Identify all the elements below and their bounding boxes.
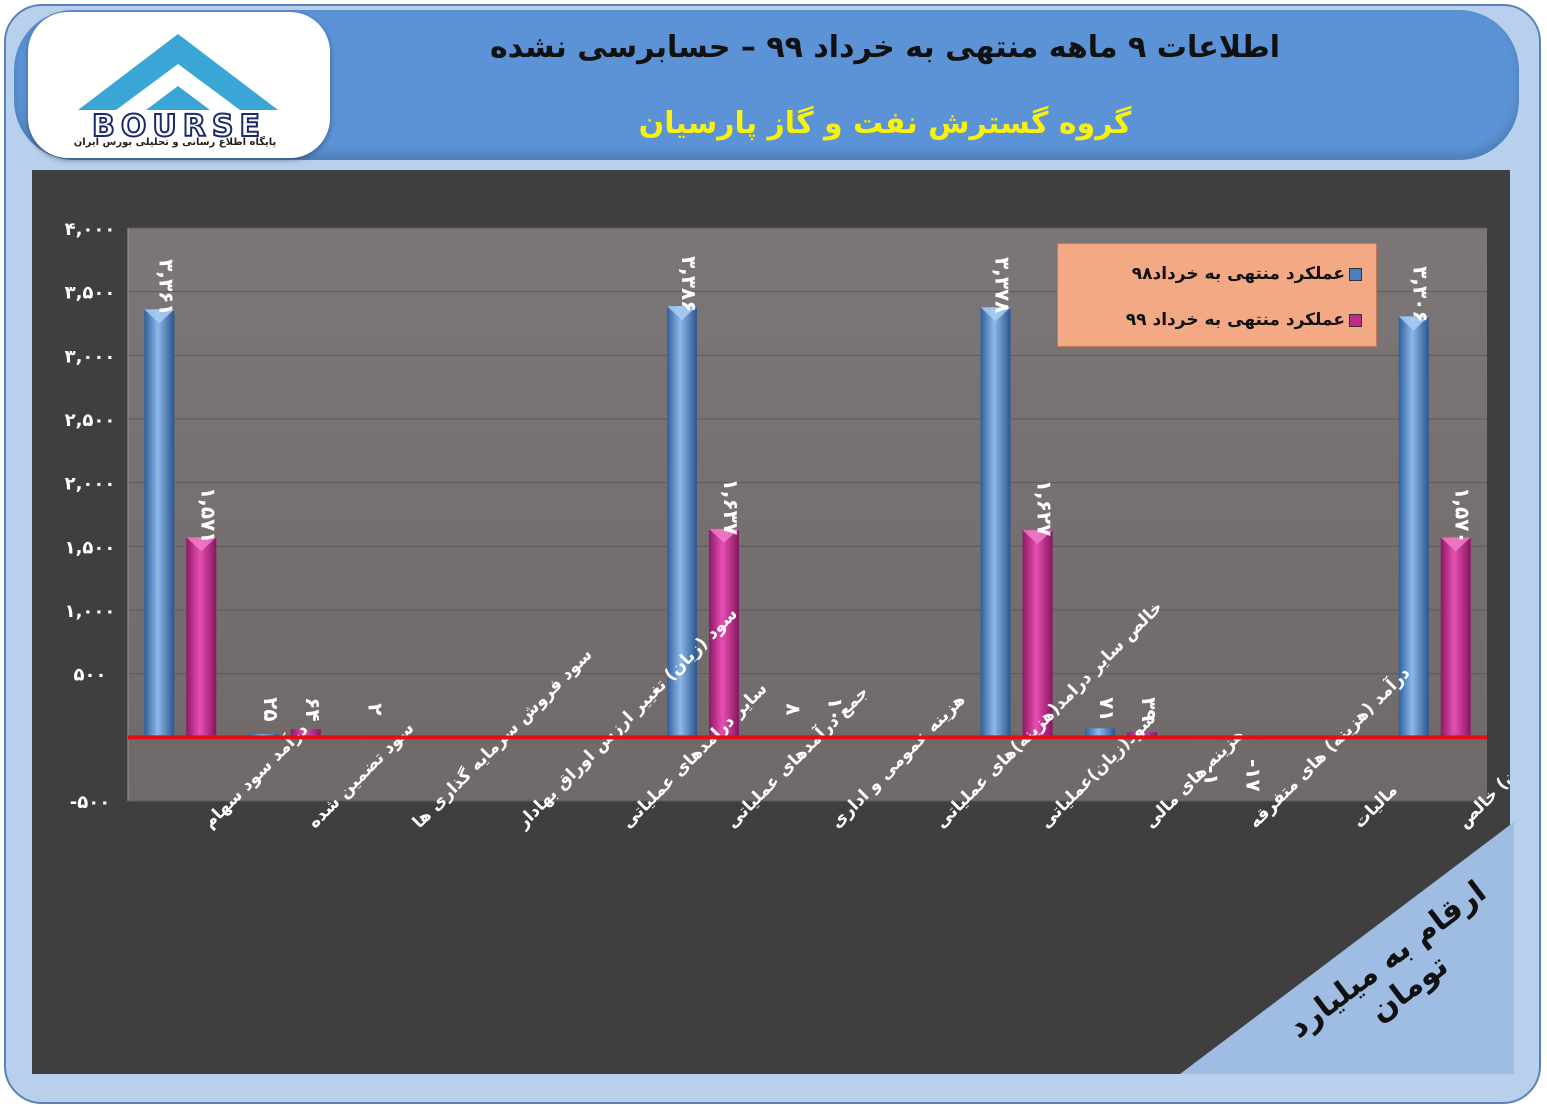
legend-item-98: عملکرد منتهی به خرداد۹۸ [1132,264,1362,284]
bar-99-cap [708,528,739,543]
bar-98-cap [144,309,175,324]
chart-legend: عملکرد منتهی به خرداد۹۸ عملکرد منتهی به … [1057,243,1377,347]
data-label: ۱,۶۳۷ [719,479,743,535]
y-tick-label: ۵۰۰ [74,665,107,686]
logo-wordmark: BOURSE [92,109,266,144]
bar-98 [980,307,1011,738]
bar-99 [1127,732,1158,738]
y-tick-label: ۳,۰۰۰ [65,346,116,367]
data-label: ۲ [363,703,387,715]
data-label: ۶۴ [301,697,325,721]
y-tick-label: ۲,۰۰۰ [65,474,116,495]
page-subtitle: گروه گسترش نفت و گاز پارسیان [638,106,1132,141]
y-tick-label: -۵۰۰ [70,792,110,813]
y-tick-label: ۱,۵۰۰ [65,537,116,558]
data-label: -۱۷ [1242,759,1266,792]
bar-98 [144,309,175,738]
data-label: ۳,۳۷۸ [991,257,1015,313]
bar-98 [1398,316,1429,738]
legend-swatch-99 [1349,313,1362,327]
bar-99 [186,537,217,738]
units-banner [1180,822,1514,1074]
logo-tagline: پایگاه اطلاع رسانی و تحلیلی بورس ایران [73,137,277,148]
data-label: ۷۱ [1095,697,1119,721]
data-label: ۳۹ [1137,697,1161,721]
bar-98-cap [666,306,697,321]
bar-98 [1085,728,1116,738]
legend-label-98: عملکرد منتهی به خرداد۹۸ [1131,264,1345,284]
bar-98-cap [980,307,1011,322]
bar-98 [666,306,697,738]
legend-swatch-98 [1349,267,1362,281]
y-tick-label: ۴,۰۰۰ [65,219,116,240]
y-tick-label: ۲,۵۰۰ [65,410,116,431]
legend-label-99: عملکرد منتهی به خرداد ۹۹ [1125,310,1345,330]
data-label: ۱,۶۲۷ [1033,480,1057,536]
data-label: ۸ [782,703,806,715]
bar-98-cap [1398,316,1429,331]
bar-99 [1440,537,1471,738]
bar-99-cap [1022,530,1053,545]
data-label: ۱۰ [824,697,848,721]
data-label: ۱,۵۷۰ [1451,487,1475,543]
bar-99 [290,729,321,738]
bar-99-cap [1440,537,1471,552]
legend-item-99: عملکرد منتهی به خرداد ۹۹ [1126,310,1362,330]
data-label: ۱,۵۷۱ [196,487,220,543]
bar-99-cap [186,537,217,552]
data-label: ۲۵ [259,697,283,721]
bar-99 [1022,530,1053,738]
bourse-logo: BOURSE [28,12,330,158]
data-label: -۱ [1200,765,1224,786]
logo-mark-icon: BOURSE [78,34,278,145]
page-title: اطلاعات ۹ ماهه منتهی به خرداد ۹۹ – حسابر… [489,30,1281,65]
data-label: ۳,۳۰۶ [1409,266,1433,322]
data-label: ۳,۳۸۶ [677,256,701,312]
y-tick-label: ۱,۰۰۰ [65,601,116,622]
bar-99 [708,528,739,738]
data-label: ۳,۳۶۱ [154,259,178,315]
y-tick-label: ۳,۵۰۰ [65,283,116,304]
